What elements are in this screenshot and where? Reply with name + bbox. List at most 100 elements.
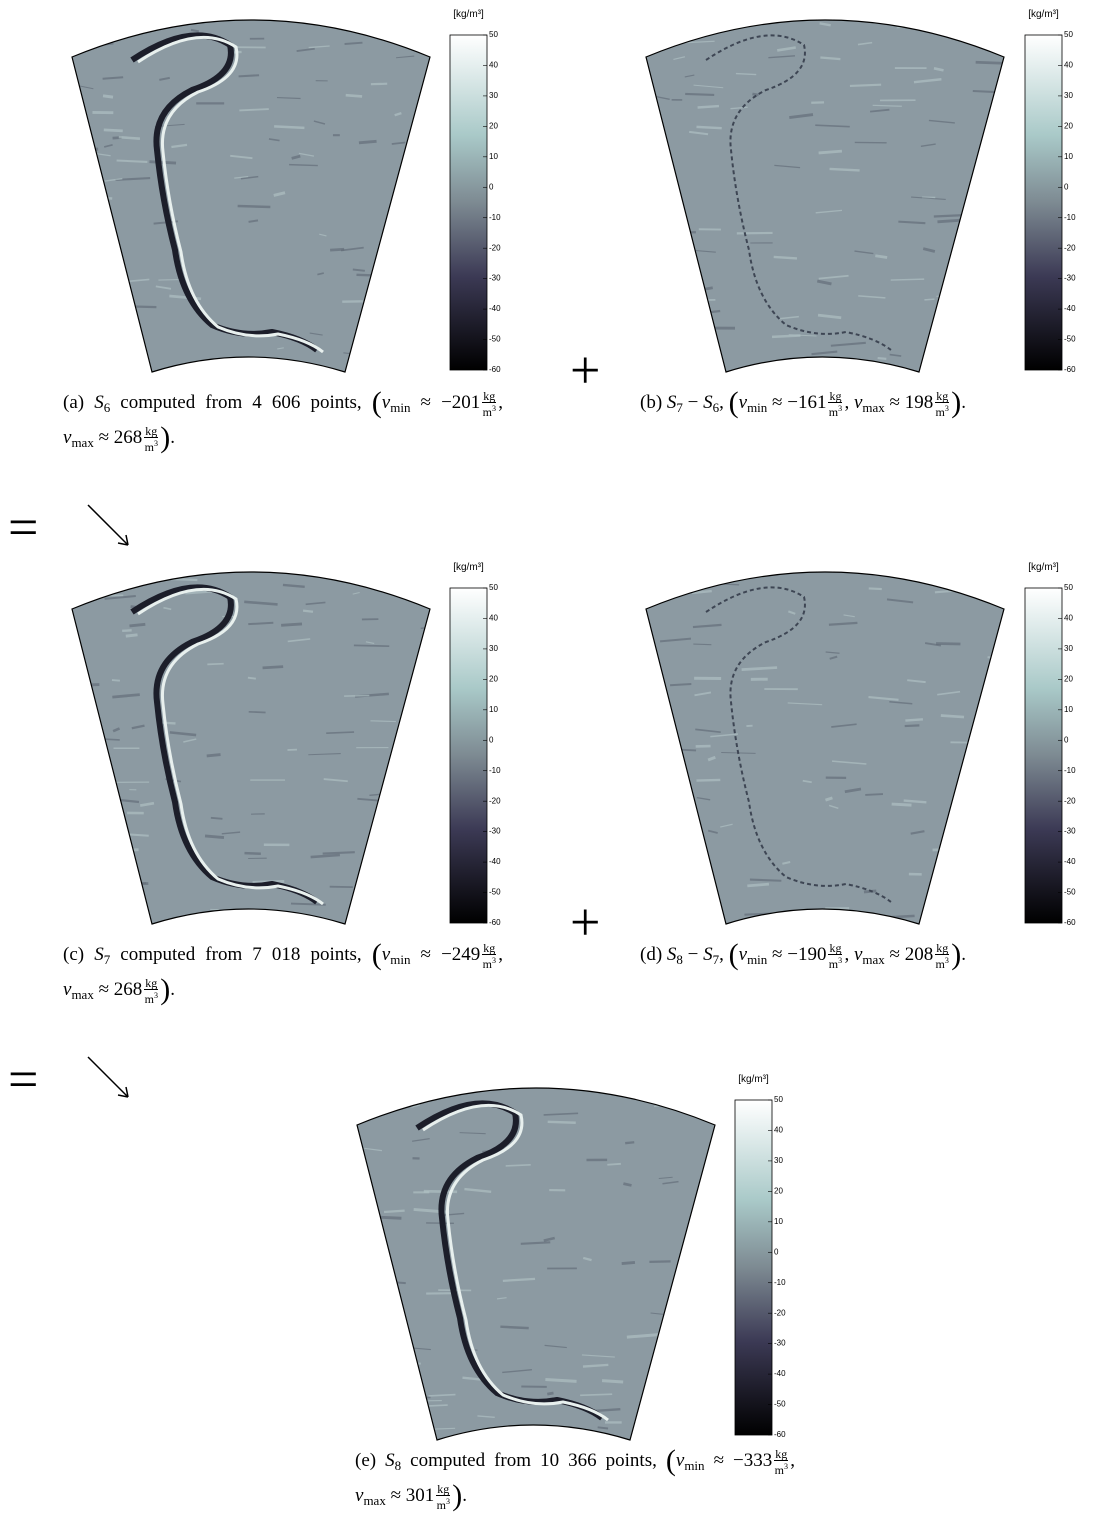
texture [303,611,313,612]
texture [133,307,156,308]
texture [685,94,714,95]
map [646,20,1027,380]
texture [197,372,227,373]
value: −161 [787,392,826,413]
colorbar-tick-label: -10 [1064,213,1076,222]
colorbar-tick-label: 10 [1064,152,1073,161]
texture [248,678,256,679]
unit-denominator: m3 [936,955,949,970]
unit-exponent: 3 [446,1497,450,1506]
unit-fraction: kgm3 [482,390,496,418]
vmin-group: (vmin ≈ −249kgm3, [372,944,503,965]
approx: ≈ [890,392,900,413]
unit-denominator: m3 [936,403,949,418]
unit-base: m [437,1498,446,1512]
unit-denominator: m3 [829,955,842,970]
value: 301 [406,1485,435,1506]
value: 208 [905,944,934,965]
colorbar [1025,588,1062,923]
unit-exponent: 3 [154,439,158,448]
texture [698,1413,713,1415]
texture [410,862,439,863]
texture [384,1211,405,1212]
colorbar-unit: [kg/m³] [1028,562,1059,573]
texture [682,334,695,335]
colorbar-tick-label: 30 [1064,644,1073,653]
vmax-group: vmax ≈ 198kgm3). [854,392,966,413]
unit-numerator: kg [774,1448,788,1461]
unit-base: m [483,405,492,419]
colorbar-tick-label: -50 [489,335,501,344]
texture [827,915,838,916]
texture [891,279,924,280]
colorbar-tick-label: -30 [1064,827,1076,836]
texture [545,1379,576,1381]
colorbar-tick-label: 50 [1064,30,1073,39]
period: . [170,427,175,448]
v: v [739,392,747,413]
texture [409,919,427,921]
equals-sign: = [8,497,38,557]
page: {"colorbar": {"unit": "[kg/m³]", "range"… [0,0,1093,1521]
texture [710,573,716,574]
map-background [646,20,1006,380]
texture [281,624,302,625]
unit-numerator: kg [436,1483,450,1496]
unit-fraction: kgm3 [144,977,158,1005]
texture [72,192,92,195]
vmin-group: (vmin ≈ −161kgm3, [729,392,850,413]
texture [80,871,95,873]
texture [684,26,695,28]
texture [169,571,180,573]
texture [274,126,304,128]
period: . [462,1485,467,1506]
texture [78,303,97,304]
unit-base: m [775,1463,784,1477]
texture [129,624,145,626]
paren: ( [372,938,382,971]
approx: ≈ [99,427,109,448]
texture [101,28,123,30]
texture [943,926,950,929]
texture [238,206,271,207]
v-subscript: max [862,952,884,967]
texture [670,684,691,685]
colorbar [450,35,487,370]
texture [653,1415,670,1416]
panel-label: (e) [355,1450,376,1471]
equals-sign: = [8,1049,38,1109]
unit-denominator: m3 [437,1496,450,1511]
texture [421,880,427,882]
v-subscript: max [363,1493,385,1508]
texture [398,268,430,269]
texture [952,31,959,34]
texture [328,924,350,927]
colorbar-tick-label: 20 [1064,121,1073,130]
colorbar-tick-label: -50 [1064,335,1076,344]
period: . [961,392,966,413]
paren: ( [729,386,739,419]
colorbar-unit: [kg/m³] [453,9,484,20]
unit-exponent: 3 [154,991,158,1000]
texture [819,151,842,153]
colorbar-tick-label: 0 [1064,735,1069,744]
caption: (c) S7 computed from 7 018 points, (vmin… [63,940,503,1010]
texture [598,1427,608,1428]
symbol: S [667,392,677,413]
paren: ) [951,938,961,971]
texture [815,359,843,362]
colorbar-tick-label: 10 [774,1217,783,1226]
unit-numerator: kg [828,390,842,403]
colorbar-tick-label: -20 [489,796,501,805]
texture [112,680,120,681]
unit-fraction: kgm3 [144,425,158,453]
colorbar-tick-label: 20 [1064,674,1073,683]
texture [354,645,389,646]
texture [330,249,344,250]
approx: ≈ [772,392,782,413]
texture [703,578,733,581]
value: 198 [905,392,934,413]
colorbar-tick-label: -30 [774,1339,786,1348]
map-body [646,572,1029,933]
